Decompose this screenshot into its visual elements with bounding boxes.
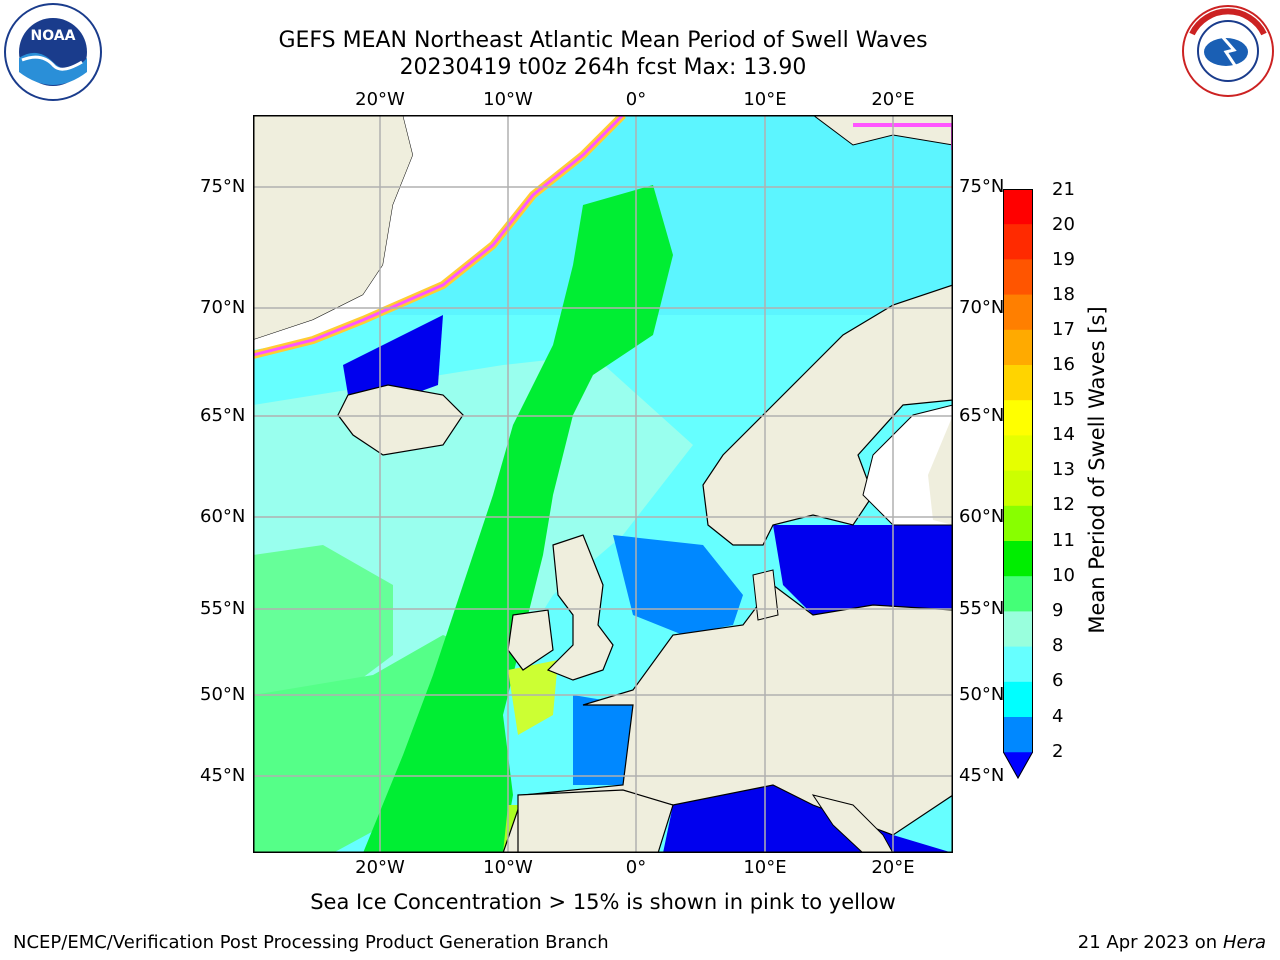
colorbar-segment bbox=[1003, 541, 1033, 577]
chart-title: GEFS MEAN Northeast Atlantic Mean Period… bbox=[278, 28, 928, 53]
colorbar-segment bbox=[1003, 611, 1033, 648]
lat-label-right-50n: 50°N bbox=[959, 684, 1005, 705]
svg-text:NOAA: NOAA bbox=[31, 28, 76, 44]
noaa-logo-icon: NOAA bbox=[4, 3, 102, 101]
colorbar-segment bbox=[1003, 717, 1033, 753]
svalbard-land bbox=[812, 115, 953, 146]
colorbar-tick: 16 bbox=[1052, 354, 1075, 375]
lat-label-left-55n: 55°N bbox=[200, 598, 246, 619]
colorbar-tick: 18 bbox=[1052, 284, 1075, 305]
colorbar-segment bbox=[1003, 294, 1033, 331]
colorbar-segment bbox=[1003, 329, 1033, 366]
colorbar-extend-arrow bbox=[1003, 752, 1033, 779]
lat-label-right-75n: 75°N bbox=[959, 176, 1005, 197]
colorbar-tick: 15 bbox=[1052, 389, 1075, 410]
lat-label-left-60n: 60°N bbox=[200, 506, 246, 527]
italy-land bbox=[811, 794, 894, 853]
lon-label-bottom-10e: 10°E bbox=[743, 857, 787, 878]
colorbar-tick: 2 bbox=[1052, 741, 1064, 762]
colorbar-outline bbox=[1003, 189, 1033, 779]
period-12-13-zone bbox=[508, 660, 558, 735]
colorbar-segment bbox=[1003, 470, 1033, 507]
lon-label-bottom-0: 0° bbox=[625, 857, 647, 878]
colorbar-tick: 9 bbox=[1052, 600, 1064, 621]
colorbar-segment bbox=[1003, 400, 1033, 436]
colorbar bbox=[1003, 189, 1033, 779]
ireland-land bbox=[507, 609, 554, 671]
lat-label-left-70n: 70°N bbox=[200, 297, 246, 318]
lat-gridlines bbox=[253, 186, 953, 777]
lon-label-bottom-20e: 20°E bbox=[871, 857, 915, 878]
period-4-6-northsea bbox=[613, 535, 743, 635]
lon-label-bottom-10w: 10°W bbox=[483, 857, 533, 878]
period-9-10-zone bbox=[253, 545, 393, 735]
colorbar-segment bbox=[1003, 259, 1033, 296]
lat-label-left-75n: 75°N bbox=[200, 176, 246, 197]
colorbar-tick: 20 bbox=[1052, 214, 1075, 235]
colorbar-tick: 11 bbox=[1052, 530, 1075, 551]
lat-label-right-45n: 45°N bbox=[959, 765, 1005, 786]
great-britain-land bbox=[546, 534, 614, 681]
colorbar-segment bbox=[1003, 189, 1033, 225]
period-10-11-band bbox=[363, 185, 673, 853]
colorbar-tick: 13 bbox=[1052, 459, 1075, 480]
nws-logo-icon bbox=[1182, 5, 1274, 97]
colorbar-tick: 12 bbox=[1052, 494, 1075, 515]
colorbar-segment bbox=[1003, 576, 1033, 612]
footer-credit: NCEP/EMC/Verification Post Processing Pr… bbox=[13, 932, 609, 953]
lon-label-top-10e: 10°E bbox=[743, 89, 787, 110]
colorbar-tick: 8 bbox=[1052, 635, 1064, 656]
lon-label-top-20e: 20°E bbox=[871, 89, 915, 110]
lat-label-left-45n: 45°N bbox=[200, 765, 246, 786]
lat-label-right-55n: 55°N bbox=[959, 598, 1005, 619]
period-2-4-baltic bbox=[773, 525, 953, 615]
lat-label-left-65n: 65°N bbox=[200, 405, 246, 426]
lon-label-bottom-20w: 20°W bbox=[355, 857, 405, 878]
map-frame bbox=[253, 115, 953, 853]
lat-label-right-60n: 60°N bbox=[959, 506, 1005, 527]
lat-label-right-65n: 65°N bbox=[959, 405, 1005, 426]
colorbar-tick: 19 bbox=[1052, 249, 1075, 270]
sea-ice-note: Sea Ice Concentration > 15% is shown in … bbox=[310, 890, 896, 914]
lon-label-top-0: 0° bbox=[625, 89, 647, 110]
swell-period-map bbox=[253, 115, 953, 853]
chart-subtitle: 20230419 t00z 264h fcst Max: 13.90 bbox=[399, 55, 807, 80]
sea-ice-area bbox=[253, 115, 623, 350]
period-4-6-biscay bbox=[573, 695, 633, 785]
lat-label-right-70n: 70°N bbox=[959, 297, 1005, 318]
colorbar-segment bbox=[1003, 224, 1033, 260]
footer-host: Hera bbox=[1222, 932, 1266, 953]
footer-date: 21 Apr 2023 on Hera bbox=[1078, 932, 1266, 953]
colorbar-tick: 17 bbox=[1052, 319, 1075, 340]
period-2-4-irminger bbox=[343, 315, 443, 405]
colorbar-segment bbox=[1003, 365, 1033, 401]
lon-gridlines bbox=[379, 115, 894, 853]
footer-date-text: 21 Apr 2023 on bbox=[1077, 932, 1223, 953]
colorbar-segment bbox=[1003, 681, 1033, 718]
colorbar-tick: 10 bbox=[1052, 565, 1075, 586]
colorbar-tick: 21 bbox=[1052, 179, 1075, 200]
lat-label-left-50n: 50°N bbox=[200, 684, 246, 705]
lon-label-top-10w: 10°W bbox=[483, 89, 533, 110]
lon-label-top-20w: 20°W bbox=[355, 89, 405, 110]
colorbar-segment bbox=[1003, 505, 1033, 542]
iberia-land bbox=[517, 789, 674, 853]
colorbar-segment bbox=[1003, 646, 1033, 683]
colorbar-tick: 4 bbox=[1052, 706, 1064, 727]
colorbar-tick: 6 bbox=[1052, 670, 1064, 691]
iceland-land bbox=[337, 384, 464, 456]
colorbar-segment bbox=[1003, 435, 1033, 472]
colorbar-tick: 14 bbox=[1052, 424, 1075, 445]
